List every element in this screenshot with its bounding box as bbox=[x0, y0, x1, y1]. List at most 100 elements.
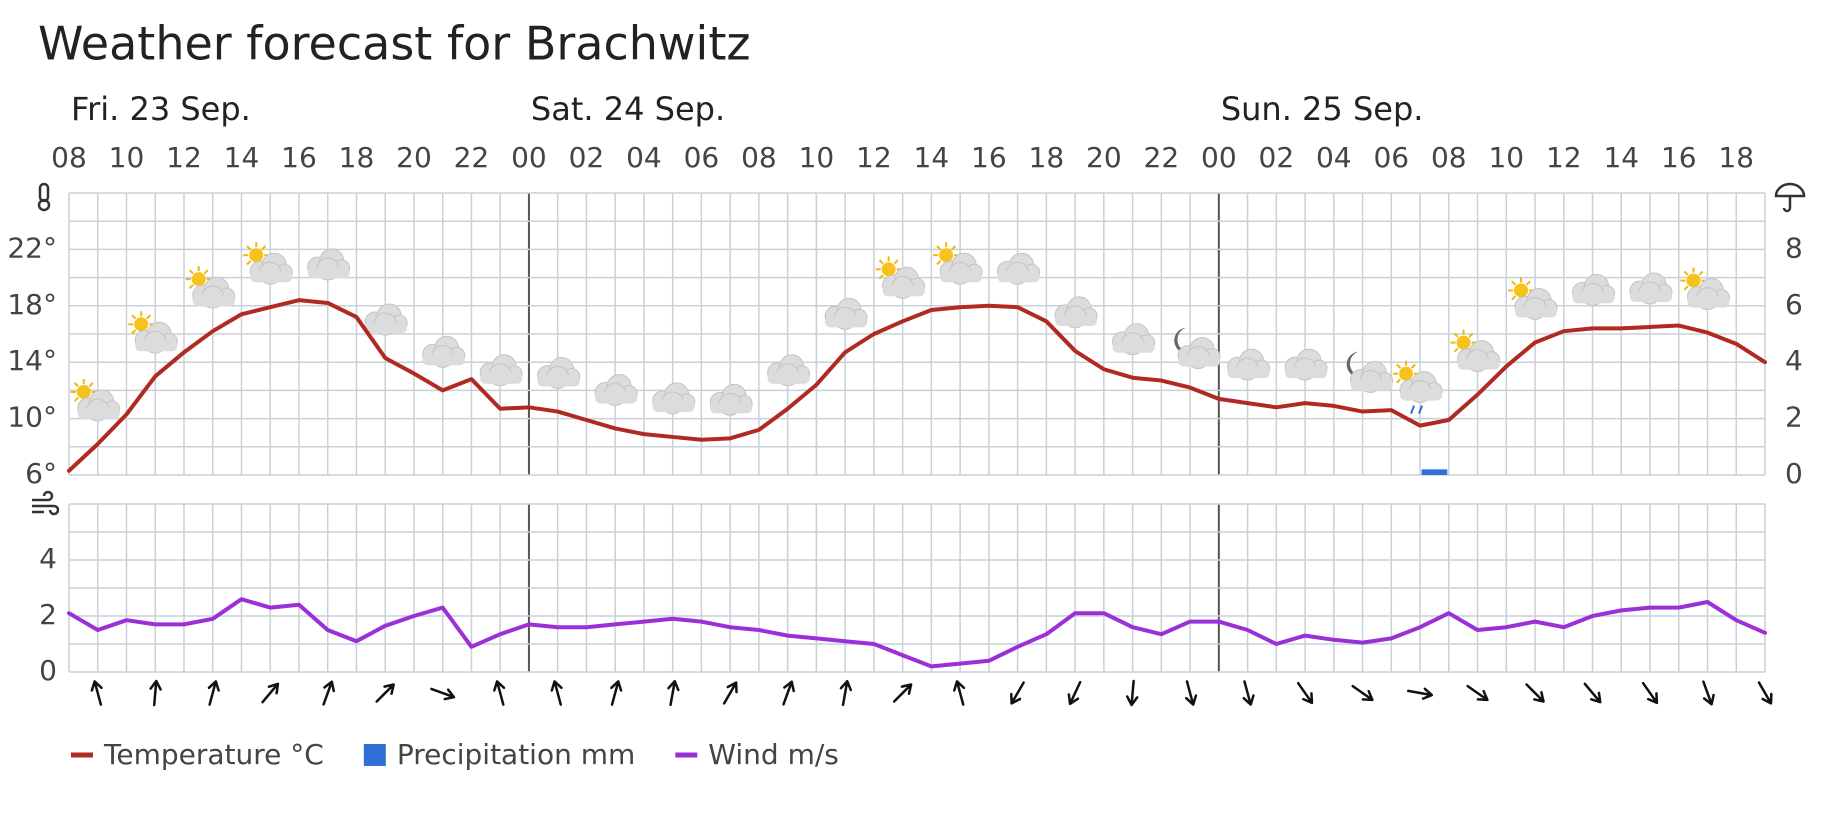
wind-arrow-shape bbox=[1126, 679, 1139, 707]
y-tick-label: 18° bbox=[7, 288, 57, 321]
cloud-base bbox=[1178, 355, 1221, 367]
x-tick-label: 14 bbox=[224, 141, 260, 174]
x-tick-label: 06 bbox=[1373, 141, 1409, 174]
wind-arrow-shape bbox=[493, 680, 506, 706]
sun-ray bbox=[1511, 280, 1517, 286]
cloud-base bbox=[652, 400, 695, 412]
weather-symbol bbox=[364, 303, 408, 336]
wind-arrow-shape bbox=[375, 683, 395, 703]
weather-symbol bbox=[933, 242, 983, 285]
rain-drop bbox=[1418, 405, 1423, 415]
weather-symbol bbox=[594, 373, 638, 406]
wind-arrow-shape bbox=[90, 680, 103, 706]
wind-arrow-shape bbox=[261, 682, 280, 704]
wind-arrow bbox=[430, 687, 456, 701]
sun-ray bbox=[131, 314, 137, 320]
x-tick-label: 08 bbox=[741, 141, 777, 174]
sun-ray bbox=[1396, 378, 1402, 384]
wind-arrow bbox=[1525, 683, 1545, 703]
wind-tick-label: 0 bbox=[39, 654, 57, 687]
sun-ray bbox=[1468, 332, 1474, 338]
x-tick-label: 04 bbox=[1316, 141, 1352, 174]
wind-arrow-shape bbox=[207, 680, 220, 706]
x-tick-label: 14 bbox=[1603, 141, 1639, 174]
legend-item: Temperature °C bbox=[71, 738, 324, 771]
x-tick-label: 20 bbox=[1086, 141, 1122, 174]
wind-arrow bbox=[722, 681, 738, 705]
umbrella-icon bbox=[1774, 182, 1806, 213]
sun-ray bbox=[1396, 363, 1402, 369]
sun-ray bbox=[878, 274, 884, 280]
x-tick-label: 16 bbox=[1661, 141, 1697, 174]
sun bbox=[76, 384, 91, 399]
wind-arrow bbox=[261, 682, 280, 704]
precipitation-bar bbox=[1421, 469, 1448, 475]
wind-arrow-shape bbox=[1583, 682, 1602, 704]
wind-arrow-shape bbox=[1185, 680, 1198, 706]
wind-arrow bbox=[207, 680, 220, 706]
weather-symbol bbox=[1393, 360, 1443, 415]
sun-ray bbox=[146, 314, 152, 320]
weather-symbol bbox=[709, 383, 753, 416]
cloud-base bbox=[307, 266, 350, 278]
grid bbox=[68, 192, 1766, 673]
weather-symbol bbox=[70, 378, 121, 422]
sun-ray bbox=[1683, 285, 1689, 291]
cloud-base bbox=[710, 402, 753, 414]
cloud-base bbox=[825, 316, 868, 328]
sun-ray bbox=[188, 284, 194, 290]
cloud-base bbox=[767, 372, 810, 384]
wind-arrow bbox=[90, 680, 103, 706]
x-tick-label: 18 bbox=[1718, 141, 1754, 174]
y-tick-label: 6° bbox=[25, 457, 57, 490]
sun-ray bbox=[1698, 270, 1704, 276]
cloud-base bbox=[1350, 379, 1393, 391]
sun bbox=[939, 248, 954, 263]
weather-symbol bbox=[1284, 348, 1328, 381]
legend-label: Wind m/s bbox=[708, 738, 839, 771]
weather-symbol bbox=[422, 335, 466, 368]
sun bbox=[249, 248, 264, 263]
wind-icon bbox=[32, 490, 60, 516]
cloud-base bbox=[1457, 358, 1500, 370]
wind-arrow bbox=[667, 679, 680, 707]
weather-symbol bbox=[1572, 273, 1616, 306]
x-tick-label: 08 bbox=[51, 141, 87, 174]
x-tick-label: 18 bbox=[1029, 141, 1065, 174]
cloud-base bbox=[1112, 341, 1155, 353]
legend-label: Temperature °C bbox=[103, 738, 324, 771]
weather-symbol bbox=[997, 252, 1041, 285]
wind-arrow bbox=[1067, 680, 1082, 706]
sun bbox=[191, 272, 206, 287]
wind-arrow bbox=[1466, 684, 1489, 702]
x-tick-label: 16 bbox=[281, 141, 317, 174]
sun-ray bbox=[73, 382, 79, 388]
temperature-line bbox=[67, 298, 1767, 473]
wind-arrow-shape bbox=[1296, 681, 1314, 705]
cloud-base bbox=[537, 375, 580, 387]
cloud-base bbox=[1572, 292, 1615, 304]
cloud-base bbox=[422, 354, 465, 366]
legend-label: Precipitation mm bbox=[397, 738, 635, 771]
sun-ray bbox=[878, 259, 884, 265]
sun bbox=[1456, 335, 1471, 350]
x-tick-label: 12 bbox=[1546, 141, 1582, 174]
cloud-base bbox=[997, 271, 1040, 283]
wind-arrow-shape bbox=[839, 679, 853, 707]
y-tick-label: 14° bbox=[7, 344, 57, 377]
moon bbox=[1346, 351, 1367, 378]
sun-ray bbox=[261, 245, 267, 251]
sun-ray bbox=[1683, 270, 1689, 276]
weather-symbol bbox=[767, 354, 811, 387]
sun bbox=[1514, 283, 1529, 298]
cloud-base bbox=[595, 392, 638, 404]
x-tick-label: 20 bbox=[396, 141, 432, 174]
wind-arrow-shape bbox=[610, 680, 623, 706]
legend-swatch bbox=[363, 744, 386, 766]
sun-ray bbox=[1453, 347, 1459, 353]
cloud-base bbox=[1630, 290, 1673, 302]
sun bbox=[881, 262, 896, 277]
wind-tick-label: 4 bbox=[39, 542, 57, 575]
